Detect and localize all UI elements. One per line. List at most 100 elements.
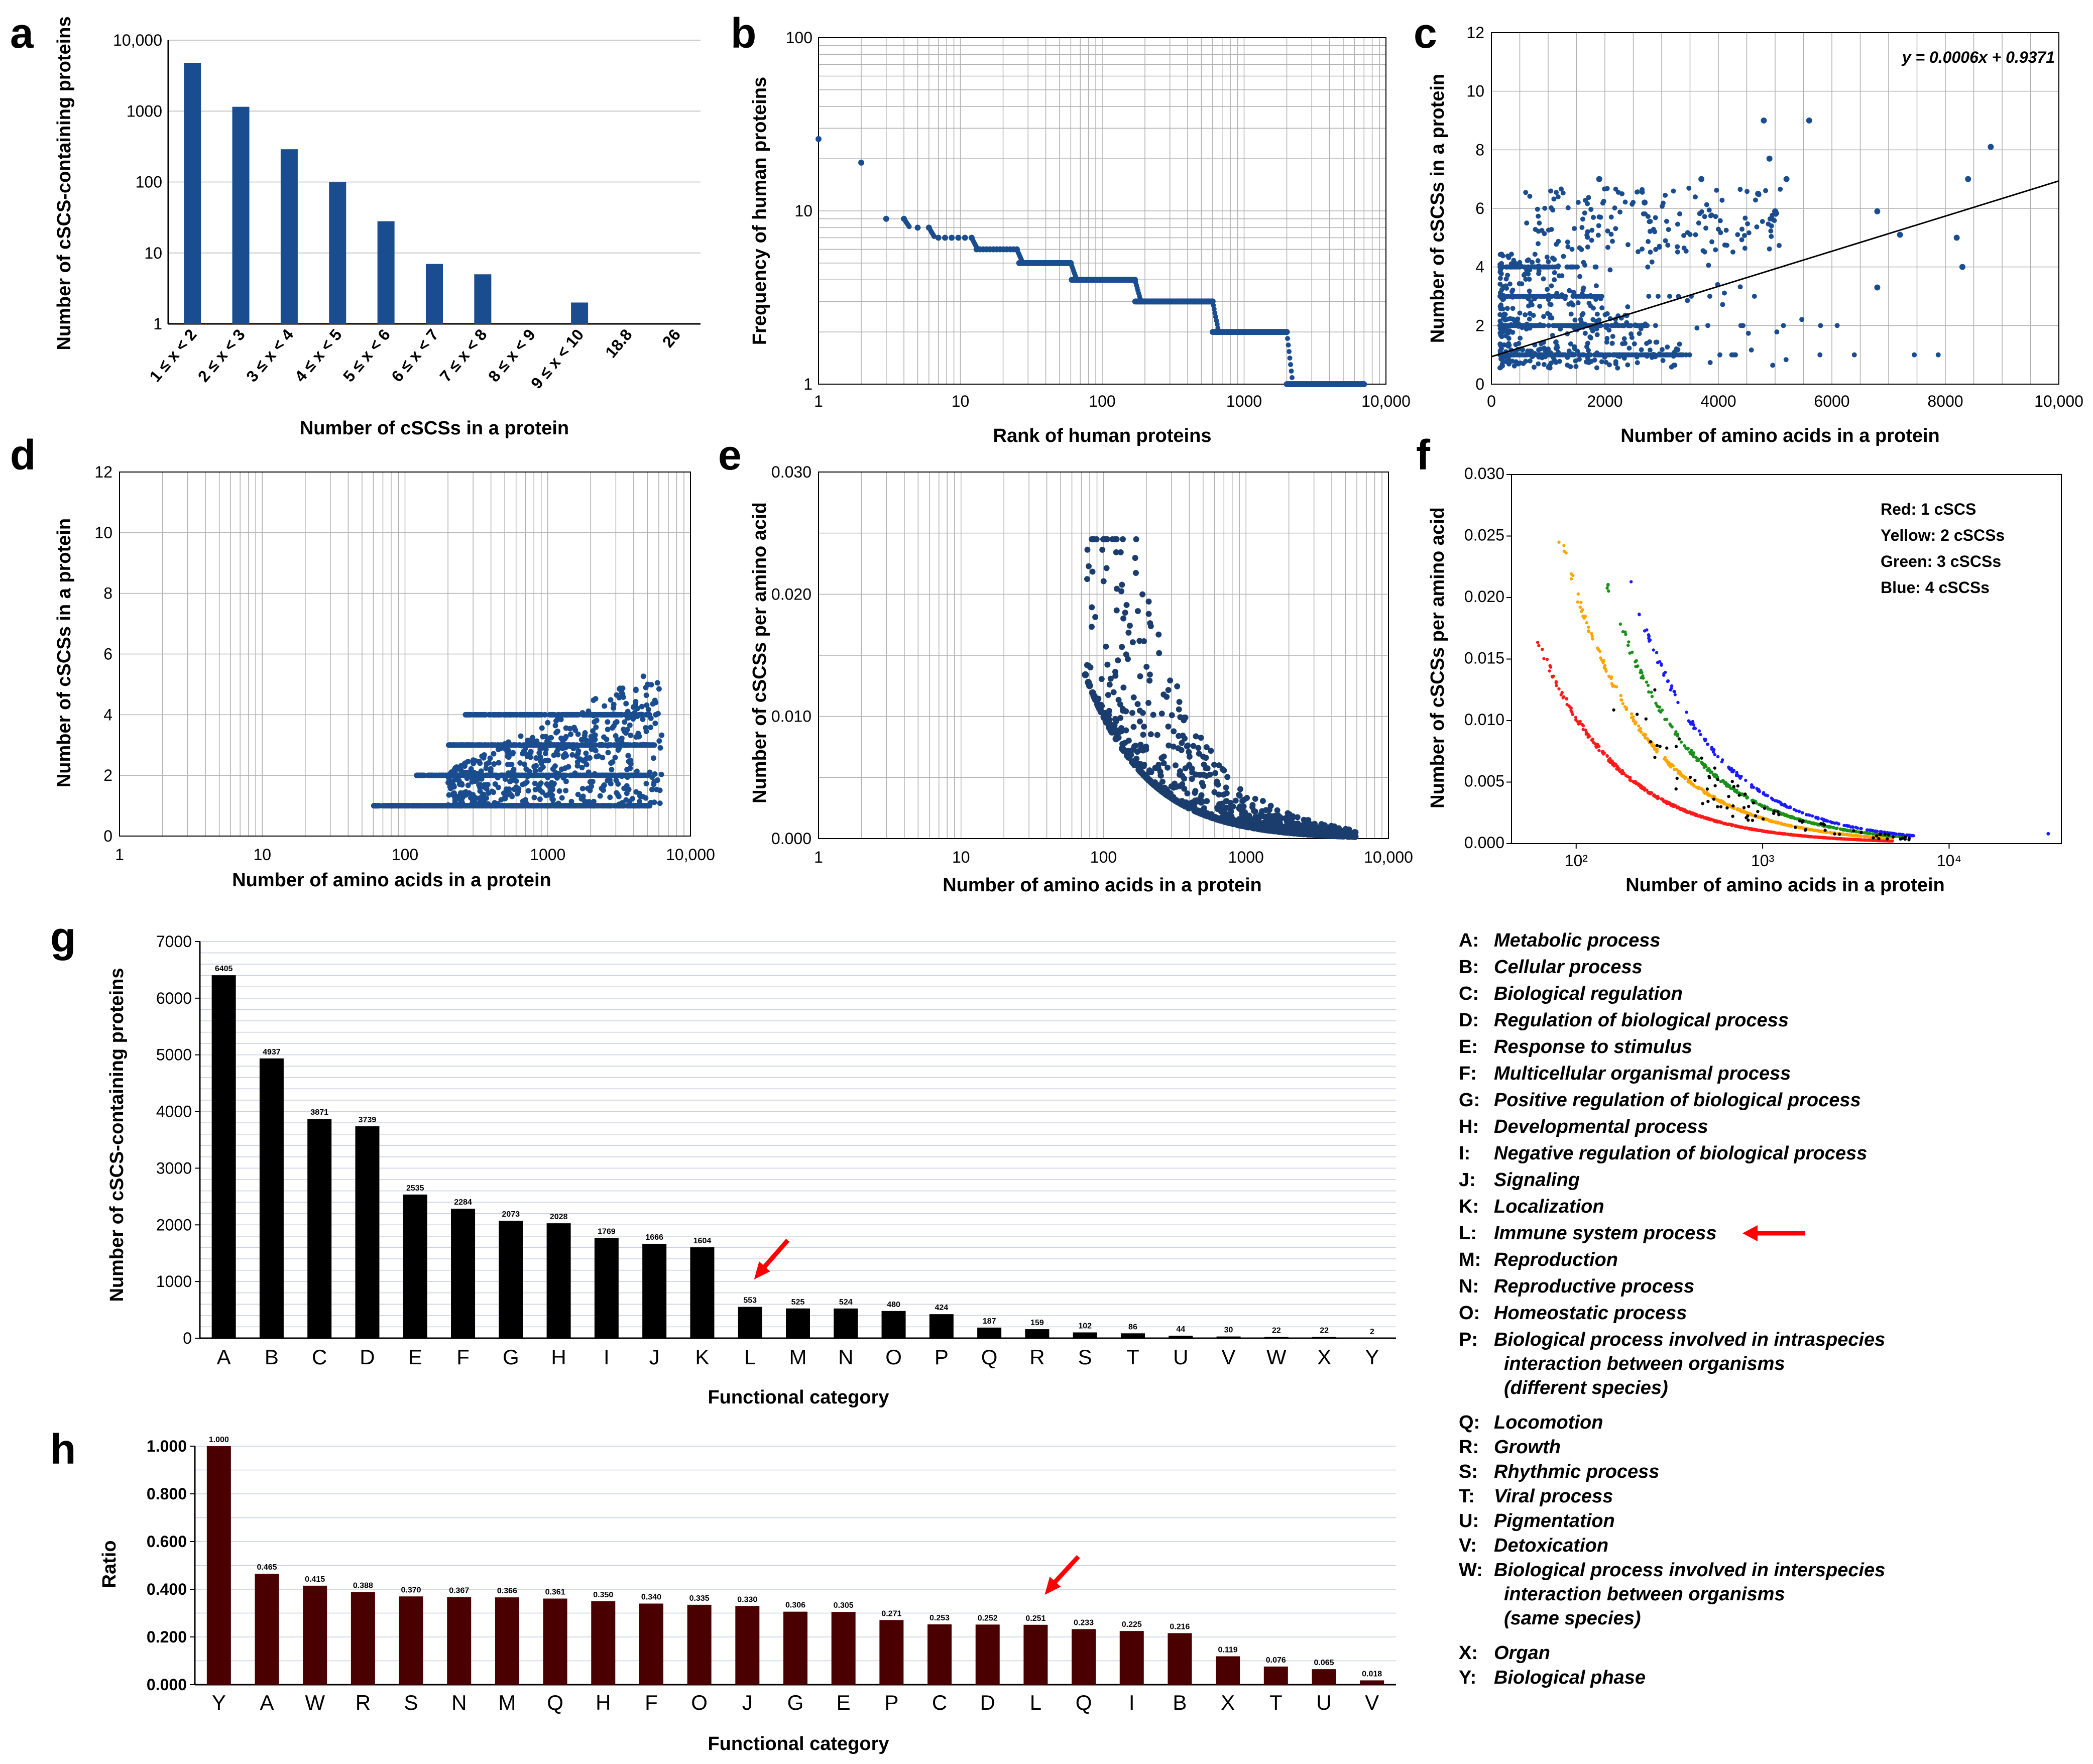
d-point xyxy=(614,692,620,698)
e-point xyxy=(1167,677,1174,684)
d-point xyxy=(456,781,462,787)
d-point xyxy=(624,783,630,789)
a-category-label: 5 ≤ x < 6 xyxy=(339,325,394,385)
c-point xyxy=(1579,247,1584,252)
d-point xyxy=(605,750,611,756)
d-point xyxy=(531,794,537,800)
d-point xyxy=(542,712,548,718)
e-point xyxy=(1249,802,1256,808)
d-point xyxy=(607,777,613,783)
c-point xyxy=(1559,186,1564,192)
e-point xyxy=(1198,810,1206,817)
d-point xyxy=(544,781,550,787)
b-point xyxy=(935,234,942,241)
d-point xyxy=(654,777,660,783)
e-point xyxy=(1099,546,1106,553)
c-point xyxy=(1660,358,1666,363)
c-point xyxy=(1677,211,1682,216)
e-point xyxy=(1203,773,1210,779)
c-point xyxy=(1746,330,1751,336)
e-point xyxy=(1200,783,1207,789)
c-point xyxy=(1625,362,1631,368)
c-point xyxy=(1818,323,1823,328)
d-point xyxy=(580,793,586,799)
e-point xyxy=(1155,631,1162,638)
c-point xyxy=(1613,359,1618,365)
d-point xyxy=(605,719,611,725)
c-point xyxy=(1510,287,1516,293)
e-point xyxy=(1275,812,1282,818)
e-point xyxy=(1129,710,1135,716)
c-point xyxy=(1537,220,1542,226)
d-point xyxy=(491,761,497,767)
d-point xyxy=(657,787,663,793)
c-point xyxy=(1655,294,1661,299)
d-point xyxy=(505,762,511,768)
d-point xyxy=(451,783,457,789)
f-point xyxy=(1536,641,1540,644)
d-xtick-label: 1 xyxy=(115,846,124,864)
c-point xyxy=(1499,327,1505,333)
b-point xyxy=(858,159,865,166)
e-point xyxy=(1237,786,1243,792)
c-point xyxy=(1664,218,1669,224)
e-point xyxy=(1203,755,1209,761)
e-point xyxy=(1092,614,1099,620)
d-point xyxy=(511,712,517,718)
b-point xyxy=(1212,310,1218,316)
d-point xyxy=(658,771,664,777)
d-point xyxy=(507,779,513,785)
c-point xyxy=(1705,323,1711,328)
d-point xyxy=(520,712,526,718)
c-point xyxy=(1633,352,1638,358)
e-point xyxy=(1274,807,1281,813)
c-point xyxy=(1707,294,1712,299)
e-point xyxy=(1147,731,1154,738)
c-point xyxy=(1735,232,1740,238)
b-point xyxy=(949,234,955,241)
c-point xyxy=(1697,211,1702,216)
e-point xyxy=(1146,671,1153,678)
c-point xyxy=(1685,230,1690,236)
c-xtick-label: 0 xyxy=(1487,392,1496,410)
d-point xyxy=(530,803,536,809)
d-point xyxy=(458,763,464,769)
b-point xyxy=(1284,329,1290,335)
d-point xyxy=(594,754,600,760)
d-point xyxy=(501,803,507,809)
d-point xyxy=(496,760,502,766)
c-point xyxy=(1552,270,1557,276)
c-point xyxy=(1652,352,1657,358)
c-point xyxy=(1619,323,1625,328)
d-point xyxy=(412,803,418,809)
e-point xyxy=(1093,536,1100,542)
d-point xyxy=(568,731,574,737)
e-point xyxy=(1087,664,1094,671)
c-point xyxy=(1639,352,1644,358)
c-point xyxy=(1622,340,1628,346)
d-point xyxy=(643,795,649,801)
d-point xyxy=(452,794,458,800)
c-point xyxy=(1770,363,1776,368)
c-point xyxy=(1546,227,1551,233)
c-point xyxy=(1686,185,1692,191)
d-point xyxy=(568,798,574,804)
c-point xyxy=(1717,218,1723,223)
c-point xyxy=(1783,176,1790,182)
d-point xyxy=(465,782,471,788)
e-point xyxy=(1239,798,1246,804)
c-point xyxy=(1592,358,1597,363)
c-point xyxy=(1541,362,1547,367)
d-point xyxy=(592,771,598,777)
c-point xyxy=(1537,303,1543,309)
d-point xyxy=(505,770,511,776)
c-point xyxy=(1526,303,1532,309)
e-point xyxy=(1274,828,1282,835)
d-point xyxy=(475,776,481,782)
c-point xyxy=(1665,344,1670,350)
e-point xyxy=(1285,810,1291,816)
e-point xyxy=(1120,684,1127,691)
d-ytick-label: 10 xyxy=(94,524,112,542)
d-point xyxy=(590,779,596,785)
c-point xyxy=(1604,311,1610,316)
